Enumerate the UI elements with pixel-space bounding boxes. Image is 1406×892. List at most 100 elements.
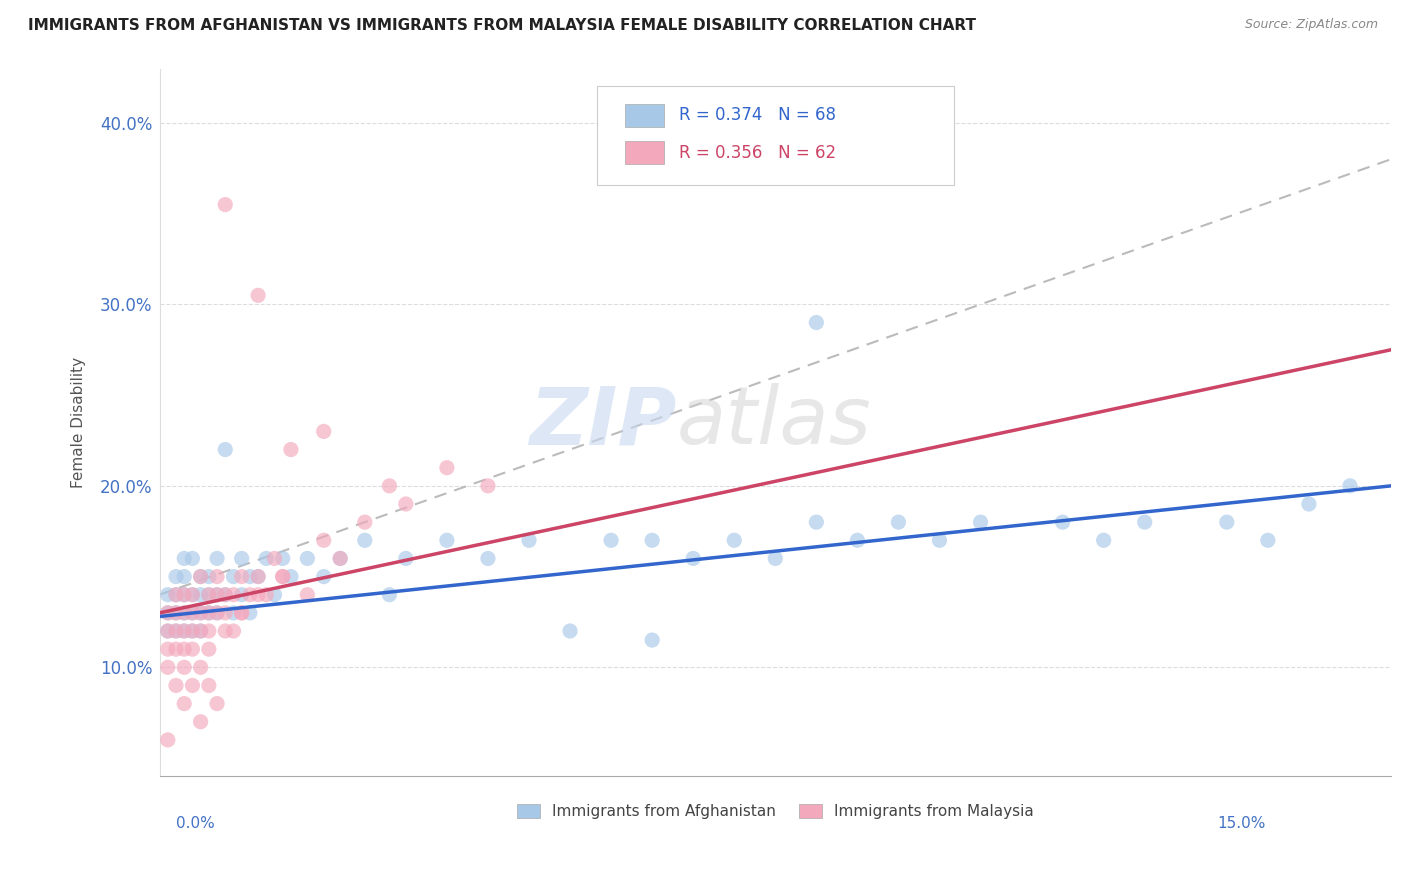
Point xyxy=(181,606,204,620)
FancyBboxPatch shape xyxy=(626,103,665,127)
Point xyxy=(806,316,828,330)
Point xyxy=(181,606,204,620)
Point xyxy=(222,624,245,638)
FancyBboxPatch shape xyxy=(596,87,953,186)
Point xyxy=(477,479,499,493)
Point xyxy=(297,588,319,602)
Point xyxy=(181,624,204,638)
Point xyxy=(517,533,540,548)
Point xyxy=(247,569,270,583)
Point xyxy=(165,569,187,583)
Text: IMMIGRANTS FROM AFGHANISTAN VS IMMIGRANTS FROM MALAYSIA FEMALE DISABILITY CORREL: IMMIGRANTS FROM AFGHANISTAN VS IMMIGRANT… xyxy=(28,18,976,33)
Point xyxy=(205,606,228,620)
Point xyxy=(312,533,335,548)
Point xyxy=(205,569,228,583)
Point xyxy=(231,569,253,583)
Point xyxy=(190,714,212,729)
Text: R = 0.374   N = 68: R = 0.374 N = 68 xyxy=(679,106,837,124)
Point xyxy=(247,288,270,302)
Text: Source: ZipAtlas.com: Source: ZipAtlas.com xyxy=(1244,18,1378,31)
Text: 0.0%: 0.0% xyxy=(176,816,215,831)
Point xyxy=(723,533,745,548)
Point xyxy=(763,551,786,566)
Point xyxy=(1216,515,1239,529)
Point xyxy=(239,606,262,620)
Point xyxy=(198,569,221,583)
Point xyxy=(198,588,221,602)
Point xyxy=(181,588,204,602)
Point xyxy=(156,606,179,620)
Point xyxy=(173,606,195,620)
Point xyxy=(280,442,302,457)
Point xyxy=(222,606,245,620)
Point xyxy=(395,497,418,511)
Point xyxy=(239,588,262,602)
Point xyxy=(329,551,352,566)
Point xyxy=(806,515,828,529)
Point xyxy=(969,515,991,529)
Point xyxy=(297,551,319,566)
Point xyxy=(214,197,236,211)
Point xyxy=(190,606,212,620)
Point xyxy=(214,588,236,602)
Point xyxy=(181,551,204,566)
Point xyxy=(263,551,285,566)
Point xyxy=(173,642,195,657)
Point xyxy=(353,515,375,529)
Point xyxy=(928,533,950,548)
Point xyxy=(198,588,221,602)
FancyBboxPatch shape xyxy=(626,142,665,164)
Point xyxy=(173,624,195,638)
Point xyxy=(353,533,375,548)
Point xyxy=(165,606,187,620)
Point xyxy=(190,569,212,583)
Point xyxy=(165,642,187,657)
Text: atlas: atlas xyxy=(676,384,872,461)
Point xyxy=(436,533,458,548)
Point xyxy=(231,606,253,620)
Point xyxy=(378,588,401,602)
Point xyxy=(165,606,187,620)
Point xyxy=(165,588,187,602)
Point xyxy=(682,551,704,566)
Point xyxy=(173,569,195,583)
Point xyxy=(254,551,277,566)
Point xyxy=(1298,497,1320,511)
Point xyxy=(181,624,204,638)
Point xyxy=(214,442,236,457)
Point xyxy=(436,460,458,475)
Point xyxy=(198,606,221,620)
Point xyxy=(214,606,236,620)
Point xyxy=(190,660,212,674)
Point xyxy=(1092,533,1115,548)
Point xyxy=(173,660,195,674)
Point xyxy=(173,697,195,711)
Point xyxy=(205,697,228,711)
Point xyxy=(558,624,581,638)
Point xyxy=(173,606,195,620)
Point xyxy=(600,533,623,548)
Point xyxy=(156,642,179,657)
Text: 15.0%: 15.0% xyxy=(1218,816,1265,831)
Point xyxy=(190,588,212,602)
Point xyxy=(181,678,204,692)
Point xyxy=(231,551,253,566)
Legend: Immigrants from Afghanistan, Immigrants from Malaysia: Immigrants from Afghanistan, Immigrants … xyxy=(510,797,1040,825)
Point xyxy=(173,624,195,638)
Text: R = 0.356   N = 62: R = 0.356 N = 62 xyxy=(679,144,837,161)
Point xyxy=(222,588,245,602)
Point xyxy=(165,624,187,638)
Point xyxy=(205,588,228,602)
Point xyxy=(198,642,221,657)
Point xyxy=(156,588,179,602)
Point xyxy=(222,569,245,583)
Point xyxy=(181,642,204,657)
Text: ZIP: ZIP xyxy=(530,384,676,461)
Point xyxy=(165,588,187,602)
Point xyxy=(312,425,335,439)
Point xyxy=(205,551,228,566)
Point xyxy=(280,569,302,583)
Point xyxy=(165,678,187,692)
Point xyxy=(378,479,401,493)
Point xyxy=(190,606,212,620)
